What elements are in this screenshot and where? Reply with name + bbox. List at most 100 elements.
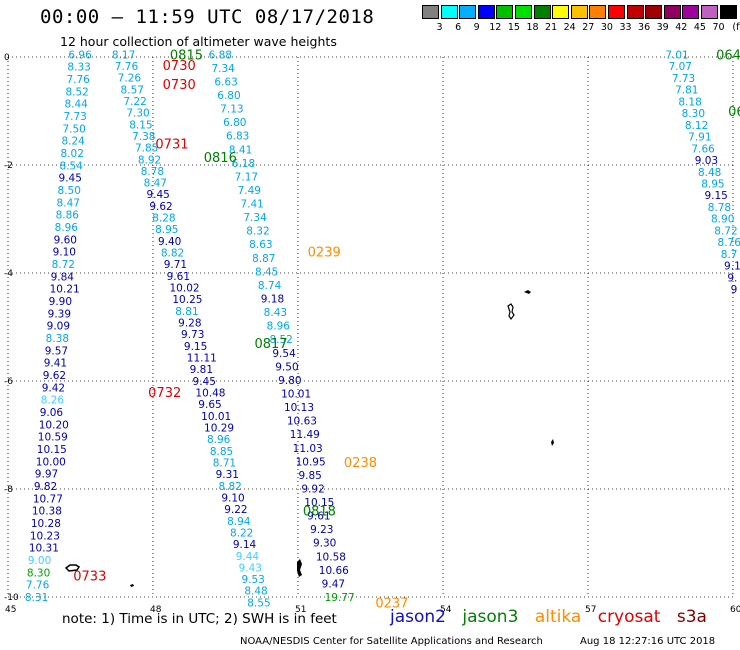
legend-label: 70 [712,22,725,33]
legend-swatch [496,5,514,19]
wave-height-value: 6.88 [209,49,232,61]
wave-height-value: 9.43 [239,562,262,574]
wave-height-value: 8.96 [55,222,79,234]
wave-height-value: 8.55 [247,597,270,609]
wave-height-value: 9.15 [184,341,207,353]
wave-height-value: 8.31 [25,592,48,604]
wave-height-value: 9.45 [193,376,216,388]
wave-height-value: 10.00 [36,456,66,468]
pass-time-label: 0732 [148,386,181,401]
wave-height-value: 9.90 [49,296,72,308]
x-tick-label: 51 [295,605,306,615]
legend-swatch [477,5,495,19]
credit-line: NOAA/NESDIS Center for Satellite Applica… [240,636,543,647]
wave-height-value: 9.18 [261,294,284,306]
wave-height-value: 8.54 [60,160,84,172]
pass-time-label: 0733 [73,569,106,584]
wave-height-value: 8.43 [264,307,287,319]
wave-height-value: 9.47 [322,578,345,590]
legend-swatch [440,5,458,19]
wave-height-value: 10.15 [37,444,67,456]
legend-label: 6 [455,22,462,33]
wave-height-value: 10.15 [304,497,334,509]
wave-height-value: 10.20 [39,419,69,431]
pass-time-label: 0239 [308,245,341,260]
wave-height-value: 9.71 [164,259,187,271]
pass-time-label: 0730 [163,59,196,74]
wave-height-value: 10.28 [31,518,61,530]
wave-height-value: 10.01 [281,388,311,400]
wave-height-value: 7.91 [688,132,711,144]
legend-label: 30 [600,22,613,33]
wave-height-value: 9.30 [313,538,336,550]
wave-height-value: 10.02 [170,283,200,295]
pass-time-label: 0238 [344,456,377,471]
wave-height-value: 9.57 [45,345,68,357]
satellite-key: jason2 jason3 altika cryosat s3a [390,607,718,627]
wave-height-value: 7.73 [672,73,695,85]
wave-height-value: 7.13 [220,104,243,116]
wave-height-value: 8.48 [244,586,267,598]
wave-height-value: 8.38 [46,333,69,345]
wave-height-value: 8.81 [175,306,198,318]
pass-time-label: 0816 [204,151,237,166]
wave-height-value: 8.71 [213,457,236,469]
legend-swatch [608,5,625,19]
legend-swatch [719,5,737,19]
wave-height-value: 6.83 [226,131,249,143]
wave-height-value: 9.45 [59,173,82,185]
wave-height-value: 9.92 [301,483,324,495]
wave-height-value: 11.03 [293,443,323,455]
legend-swatch [515,5,532,19]
wave-height-value: 10.59 [38,432,68,444]
wave-height-value: 8.72 [52,259,75,271]
wave-height-value: 8.52 [65,86,88,98]
wave-height-value: 9.40 [158,236,181,248]
legend-label: 39 [656,22,669,33]
wave-height-value: 9.22 [224,504,247,516]
wave-height-value: 10.77 [33,493,63,505]
wave-height-value: 8.72 [714,225,737,237]
x-tick-label: 60 [730,605,740,615]
pass-time-label: 0731 [155,137,188,152]
legend-label: 18 [526,22,539,33]
wave-height-value: 7.73 [63,111,86,123]
wave-height-value: 9.03 [695,155,718,167]
wave-height-value: 8.96 [267,321,291,333]
wave-height-value: 8.95 [701,178,724,190]
wave-height-value: 9.1 [724,261,740,273]
wave-height-value: 8.28 [152,213,175,225]
wave-height-value: 8.50 [58,185,81,197]
wave-height-value: 7.41 [240,199,263,211]
map-subtitle: 12 hour collection of altimeter wave hei… [60,34,337,49]
wave-height-value: 8.17 [112,49,135,61]
pass-time-label: 0817 [255,337,288,352]
satellite-s3a: s3a [676,607,707,627]
satellite-cryosat: cryosat [597,607,661,627]
pass-time-label: 0730 [163,78,196,93]
y-tick-label: -8 [4,485,13,495]
wave-height-value: 8.02 [61,148,84,160]
wave-height-value: 9.62 [43,370,66,382]
wave-height-value: 8.26 [41,395,65,407]
wave-height-value: 8.7 [721,249,738,261]
wave-height-value: 9.97 [35,469,58,481]
legend-swatch [626,5,644,19]
x-tick-label: 57 [585,605,596,615]
satellite-tracks: 6.968.337.768.528.447.737.508.248.028.54… [25,49,740,609]
lat-lon-grid [7,56,734,598]
wave-height-value: 7.30 [126,108,149,120]
wave-height-value: 8.47 [144,178,167,190]
wave-height-value: 19.77 [325,592,355,604]
wave-height-value: 9.23 [310,524,333,536]
y-tick-label: 0 [4,53,10,63]
island-seychelles [507,303,515,321]
legend-swatch [645,5,663,19]
wave-height-value: 7.38 [132,131,155,143]
wave-height-value: 10.66 [319,565,349,577]
wave-height-value: 9.84 [51,271,75,283]
wave-height-value: 9.61 [307,511,330,523]
wave-height-value: 9.73 [181,329,204,341]
wave-height-value: 11.11 [187,353,217,365]
legend-swatch [533,5,551,19]
